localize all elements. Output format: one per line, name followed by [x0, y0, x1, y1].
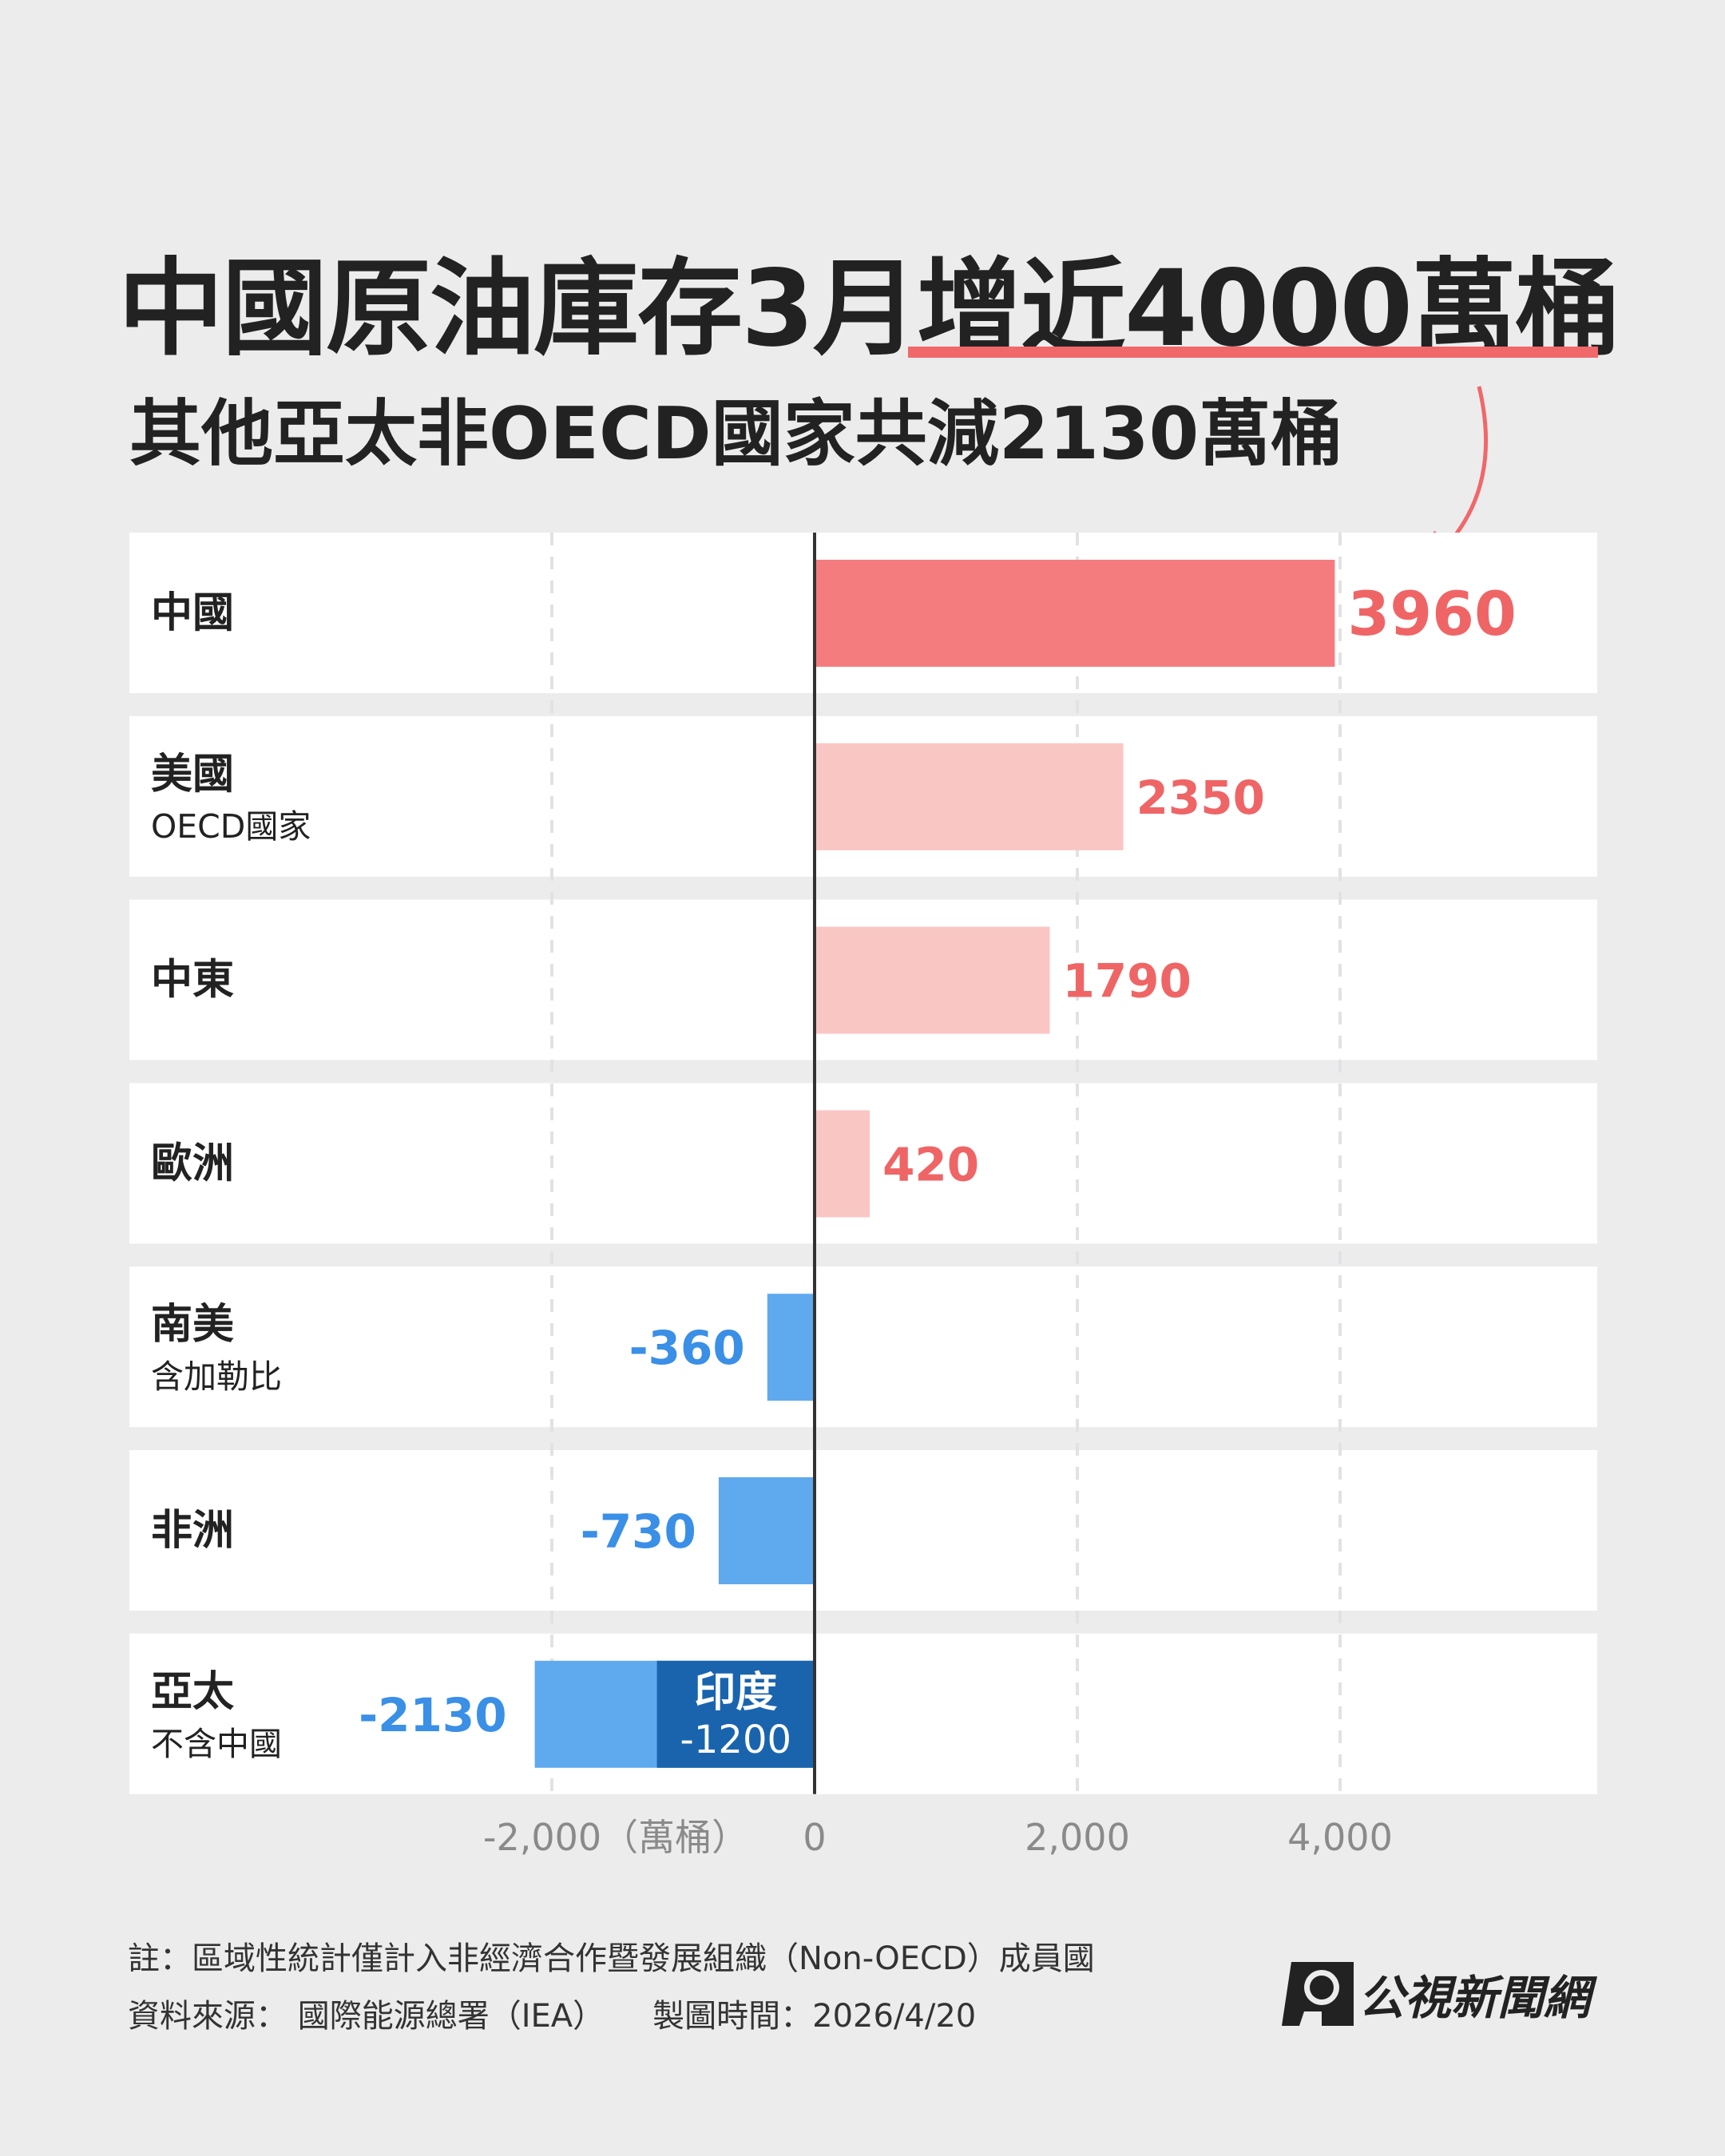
category-label: 美國 [151, 751, 234, 799]
bar [815, 926, 1050, 1034]
category-sublabel: 不含中國 [151, 1725, 282, 1763]
category-label: 非洲 [151, 1507, 234, 1555]
chart-subtitle: 其他亞太非OECD國家共減2130萬桶 [129, 392, 1343, 476]
footnote: 註：區域性統計僅計入非經濟合作暨發展組織（Non-OECD）成員國 [128, 1940, 1095, 1977]
row-background [129, 1266, 1597, 1428]
bar [815, 1110, 870, 1218]
source: 資料來源： 國際能源總署（IEA） [128, 1998, 605, 2035]
row-background [129, 1633, 1597, 1794]
category-label: 南美 [151, 1301, 234, 1349]
value-label: -730 [581, 1504, 696, 1559]
x-tick-label: 4,000 [1287, 1816, 1393, 1859]
category-label: 中東 [151, 957, 234, 1005]
x-tick-label: 2,000 [1025, 1816, 1130, 1859]
bar [718, 1477, 815, 1584]
chart-title: 中國原油庫存3月增近4000萬桶 [118, 224, 1620, 376]
value-label: 3960 [1347, 578, 1517, 649]
source-line: 資料來源： 國際能源總署（IEA） 製圖時間：2026/4/20 [128, 1990, 976, 2036]
pts-logo-icon [1282, 1962, 1354, 2026]
logo-text: 公視新聞網 [1358, 1971, 1591, 2025]
category-sublabel: OECD國家 [151, 807, 311, 846]
pts-logo: 公視新聞網 [1282, 1960, 1590, 2027]
x-tick-label: -2,000（萬桶） [483, 1816, 748, 1859]
sub-segment-label: 印度 [694, 1669, 777, 1717]
value-label: 1790 [1062, 954, 1191, 1009]
sub-segment-value: -1200 [680, 1718, 791, 1762]
row-background [129, 1450, 1597, 1611]
sub-segment-bar [656, 1660, 815, 1768]
category-label: 亞太 [151, 1668, 234, 1716]
value-label: -2130 [359, 1688, 507, 1742]
bar [767, 1294, 815, 1401]
chart-date: 製圖時間：2026/4/20 [652, 1998, 977, 2035]
category-sublabel: 含加勒比 [151, 1357, 282, 1396]
category-label: 歐洲 [151, 1139, 234, 1187]
value-label: 2350 [1136, 771, 1265, 825]
value-label: -360 [629, 1321, 745, 1375]
value-label: 420 [882, 1137, 979, 1191]
category-label: 中國 [151, 589, 234, 637]
bar [815, 560, 1335, 667]
x-tick-label: 0 [803, 1816, 826, 1859]
title-underline [908, 347, 1598, 358]
title-part-1: 中國原油庫存3月 [118, 248, 918, 371]
bar [815, 743, 1124, 850]
